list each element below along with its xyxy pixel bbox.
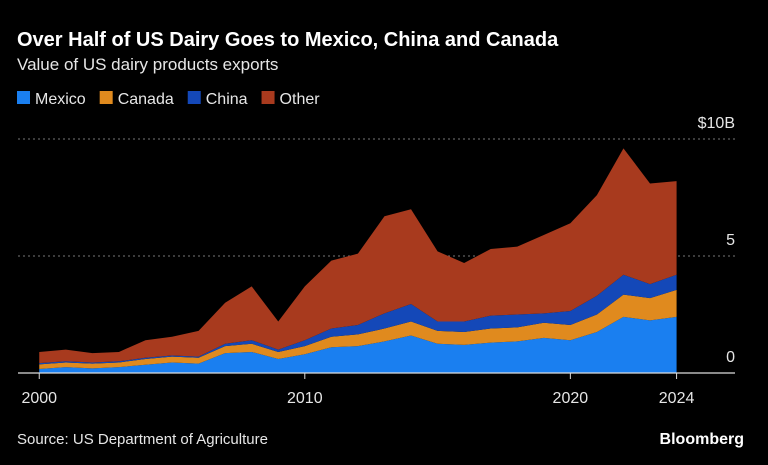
area	[39, 289, 677, 370]
source: Source: US Department of Agriculture	[17, 431, 268, 448]
chart-title: Over Half of US Dairy Goes to Mexico, Ch…	[17, 29, 559, 51]
legend: Mexico Canada China Other	[17, 91, 320, 108]
brand: Bloomberg	[660, 431, 744, 448]
legend-label: China	[206, 91, 248, 108]
legend-label: Canada	[118, 91, 174, 108]
area	[39, 274, 677, 365]
y-tick-label: 5	[726, 232, 735, 249]
legend-label: Mexico	[35, 91, 86, 108]
legend-swatch	[187, 91, 201, 104]
x-tick-label: 2000	[21, 390, 57, 407]
x-tick-label: 2010	[287, 390, 323, 407]
chart-subtitle: Value of US dairy products exports	[17, 55, 278, 74]
legend-swatch	[99, 91, 113, 104]
legend-swatch	[17, 91, 30, 104]
y-tick-label: $10B	[698, 115, 735, 132]
area	[39, 316, 677, 373]
legend-label: Other	[280, 91, 321, 108]
y-tick-label: 0	[726, 349, 735, 366]
x-tick-label: 2020	[553, 390, 589, 407]
area	[39, 148, 677, 364]
x-tick-label: 2024	[659, 390, 695, 407]
legend-swatch	[261, 91, 275, 104]
